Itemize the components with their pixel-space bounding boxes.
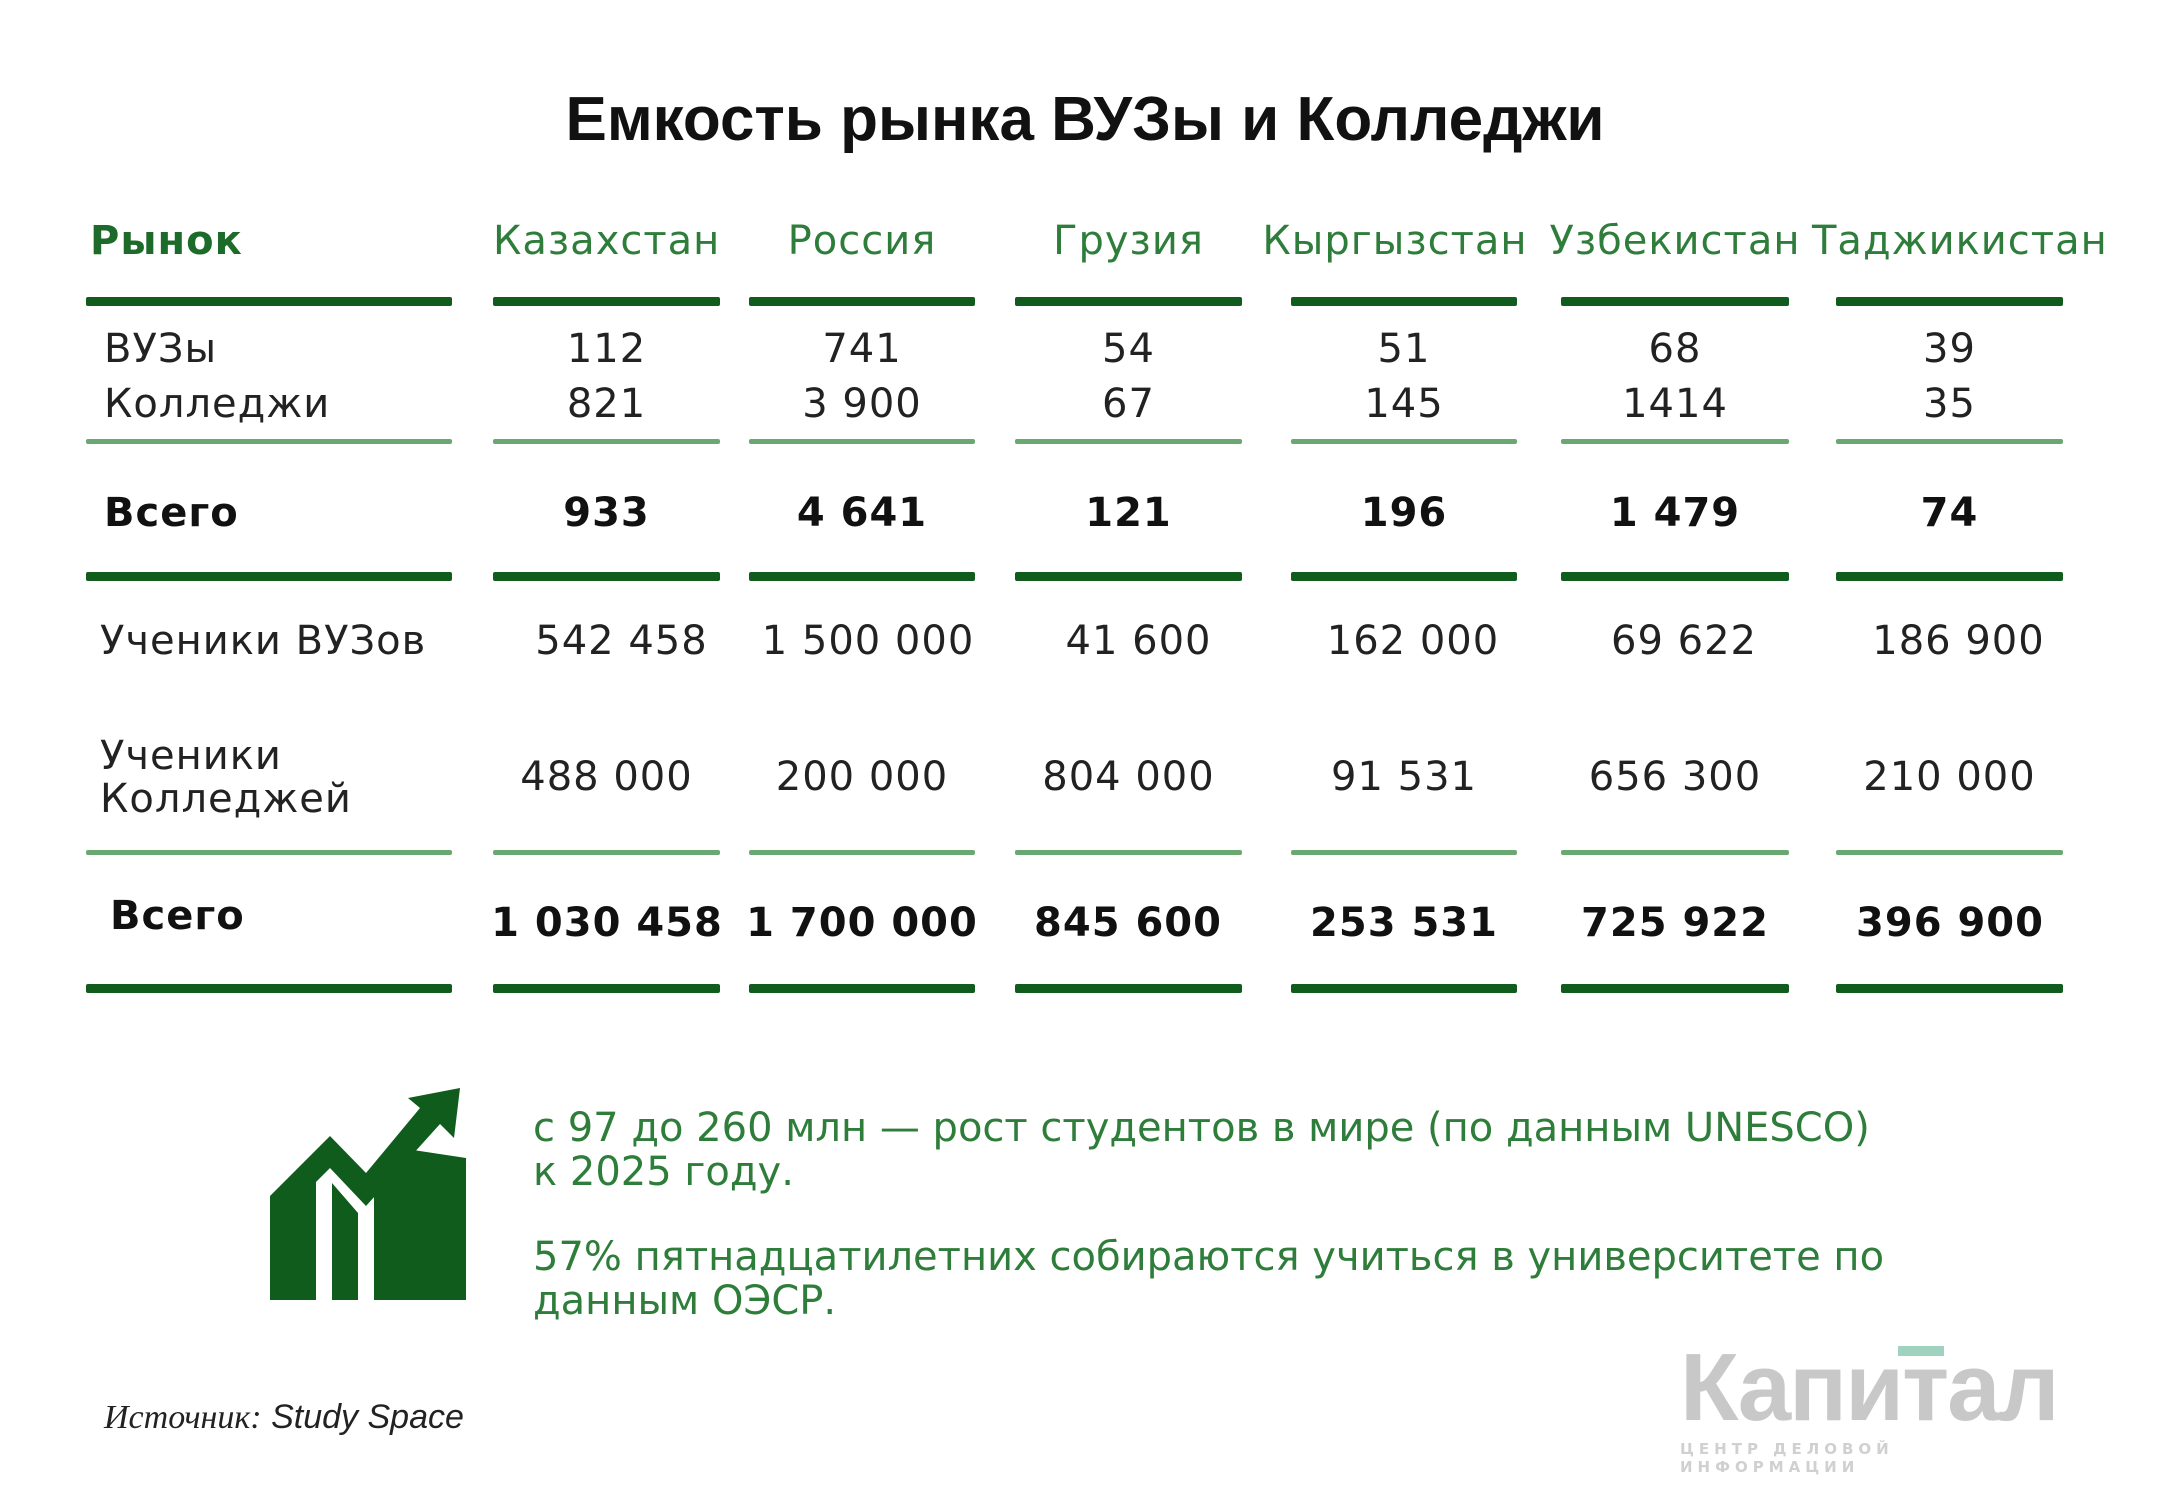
note-oecd-line1: 57% пятнадцатилетних собираются учиться … <box>533 1234 1885 1280</box>
growth-chart-icon <box>270 1088 466 1300</box>
cell: 1 700 000 <box>746 900 978 946</box>
row-label-total-students: Всего <box>110 893 245 939</box>
header-russia: Россия <box>787 218 937 264</box>
cell: 1 479 <box>1609 490 1741 536</box>
row-label-vuz: ВУЗы <box>104 326 218 372</box>
cell: 488 000 <box>520 754 693 800</box>
row-label-colleges: Колледжи <box>104 381 331 427</box>
cell: 4 641 <box>796 490 928 536</box>
note-unesco: с 97 до 260 млн — рост студентов в мире … <box>533 1106 1933 1194</box>
note-unesco-line2: к 2025 году. <box>533 1149 794 1195</box>
cell: 51 <box>1377 326 1431 372</box>
cell: 54 <box>1102 326 1155 372</box>
cell: 186 900 <box>1872 618 2045 664</box>
header-georgia: Грузия <box>1053 218 1204 264</box>
cell: 3 900 <box>802 381 922 427</box>
note-oecd-line2: данным ОЭСР. <box>533 1278 837 1324</box>
cell: 74 <box>1920 490 1979 536</box>
row-label-total-institutions: Всего <box>104 490 239 536</box>
cell: 396 900 <box>1856 900 2044 946</box>
header-uzbekistan: Узбекистан <box>1549 218 1801 264</box>
cell: 196 <box>1360 490 1448 536</box>
cell: 69 622 <box>1611 618 1757 664</box>
cell: 1 500 000 <box>761 618 975 664</box>
cell: 39 <box>1923 326 1976 372</box>
cell: 725 922 <box>1581 900 1769 946</box>
logo-accent-bar <box>1898 1346 1944 1356</box>
kapital-logo: Капитал ЦЕНТР ДЕЛОВОЙ ИНФОРМАЦИИ <box>1680 1340 2060 1477</box>
cell: 804 000 <box>1042 754 1215 800</box>
cell: 210 000 <box>1863 754 2036 800</box>
cell: 845 600 <box>1034 900 1222 946</box>
cell: 112 <box>566 326 647 372</box>
row-label-college-students-2: Колледжей <box>100 776 352 822</box>
header-kazakhstan: Казахстан <box>493 218 721 264</box>
cell: 200 000 <box>775 754 949 800</box>
page-title: Емкость рынка ВУЗы и Колледжи <box>565 85 1605 154</box>
cell: 121 <box>1085 490 1172 536</box>
source-credit: Источник: Study Space <box>104 1398 464 1437</box>
cell: 933 <box>563 490 650 536</box>
cell: 68 <box>1648 326 1702 372</box>
cell: 67 <box>1102 381 1155 427</box>
logo-tagline: ЦЕНТР ДЕЛОВОЙ ИНФОРМАЦИИ <box>1680 1440 1894 1476</box>
cell: 656 300 <box>1588 754 1762 800</box>
cell: 542 458 <box>535 618 708 664</box>
cell: 145 <box>1364 381 1444 427</box>
cell: 253 531 <box>1310 900 1498 946</box>
cell: 1 030 458 <box>491 900 723 946</box>
cell: 91 531 <box>1331 754 1477 800</box>
header-market: Рынок <box>90 218 243 264</box>
row-label-college-students-1: Ученики <box>100 733 282 779</box>
cell: 821 <box>566 381 647 427</box>
cell: 1414 <box>1622 381 1728 427</box>
cell: 741 <box>822 326 902 372</box>
cell: 162 000 <box>1326 618 1500 664</box>
row-label-vuz-students: Ученики ВУЗов <box>100 618 427 664</box>
cell: 41 600 <box>1065 618 1212 664</box>
note-unesco-line1: с 97 до 260 млн — рост студентов в мире … <box>533 1105 1870 1151</box>
note-oecd: 57% пятнадцатилетних собираются учиться … <box>533 1235 1933 1323</box>
source-prefix: Источник: <box>104 1399 262 1436</box>
source-name: Study Space <box>261 1398 464 1436</box>
header-kyrgyzstan: Кыргызстан <box>1262 218 1528 264</box>
cell: 35 <box>1923 381 1976 427</box>
header-tajikistan: Таджикистан <box>1812 218 2108 264</box>
logo-word: Капитал <box>1680 1334 2060 1441</box>
